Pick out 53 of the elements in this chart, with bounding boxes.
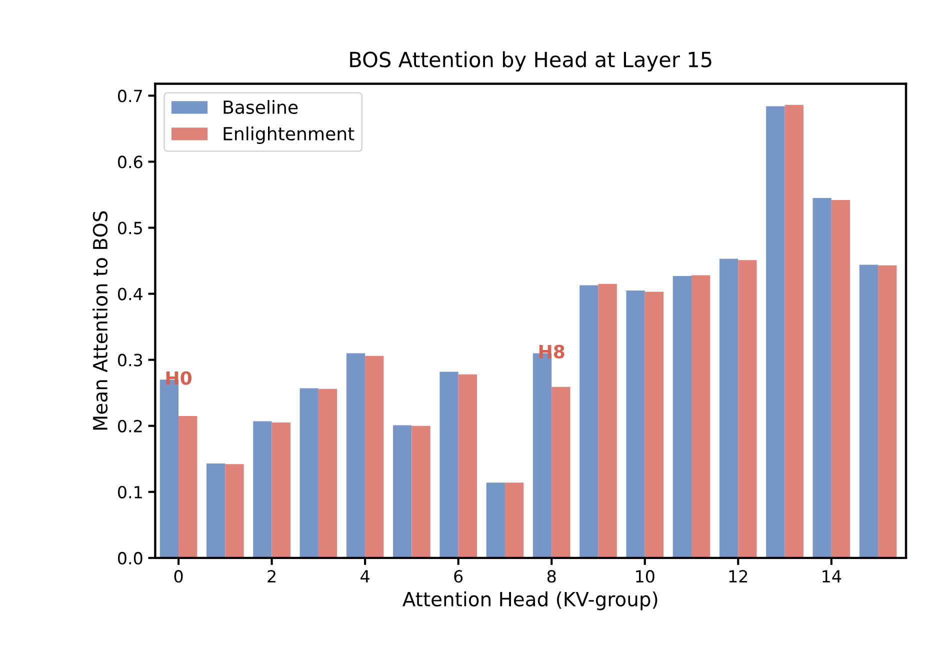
x-tick-label: 10	[636, 570, 654, 583]
chart-title: BOS Attention by Head at Layer 15	[350, 51, 712, 72]
bar	[784, 104, 804, 558]
y-tick-label: 0.2	[118, 420, 142, 432]
bar	[692, 275, 710, 558]
bar	[598, 284, 617, 558]
x-axis-title: Attention Head (KV-group)	[402, 591, 658, 610]
bar	[365, 356, 384, 558]
y-tick-label: 0.1	[118, 486, 142, 498]
bar	[504, 482, 524, 558]
bar	[318, 388, 338, 558]
bar	[719, 258, 738, 558]
bar	[225, 464, 244, 558]
bar	[346, 353, 366, 558]
bar	[766, 106, 785, 558]
bar	[300, 388, 318, 558]
legend-label: Baseline	[224, 100, 298, 114]
x-tick-label: 8	[547, 570, 556, 583]
x-tick-label: 4	[360, 570, 370, 582]
bar	[738, 260, 757, 558]
y-tick-label: 0.6	[118, 156, 142, 168]
bar	[672, 276, 692, 558]
bar	[831, 200, 850, 558]
x-tick-label: 12	[729, 570, 748, 582]
x-tick-label: 2	[268, 570, 276, 582]
bar	[644, 292, 664, 558]
y-tick-label: 0.4	[118, 288, 142, 300]
bar	[812, 198, 832, 558]
bar	[626, 290, 645, 558]
x-tick-label: 6	[454, 570, 463, 583]
bar	[458, 374, 477, 558]
bar	[412, 426, 430, 558]
bar	[859, 264, 878, 558]
bar	[440, 372, 458, 558]
legend-label: Enlightenment	[224, 126, 354, 144]
bar	[552, 386, 570, 558]
bar	[253, 421, 272, 558]
bar	[486, 482, 505, 558]
bar	[878, 265, 897, 558]
bar	[206, 464, 226, 558]
bar	[178, 416, 198, 558]
x-tick-label: 0	[174, 570, 183, 583]
y-tick-label: 0.3	[118, 354, 142, 366]
annotation: H0	[166, 371, 192, 385]
annotation: H8	[539, 344, 564, 358]
bar	[272, 422, 290, 558]
bar	[393, 425, 412, 558]
y-tick-label: 0.5	[118, 222, 142, 234]
bar	[580, 285, 598, 558]
y-axis-title: Mean Attention to BOS	[92, 211, 108, 430]
y-tick-label: 0.7	[118, 90, 142, 102]
y-tick-label: 0.0	[118, 552, 142, 565]
x-tick-label: 14	[822, 570, 842, 582]
